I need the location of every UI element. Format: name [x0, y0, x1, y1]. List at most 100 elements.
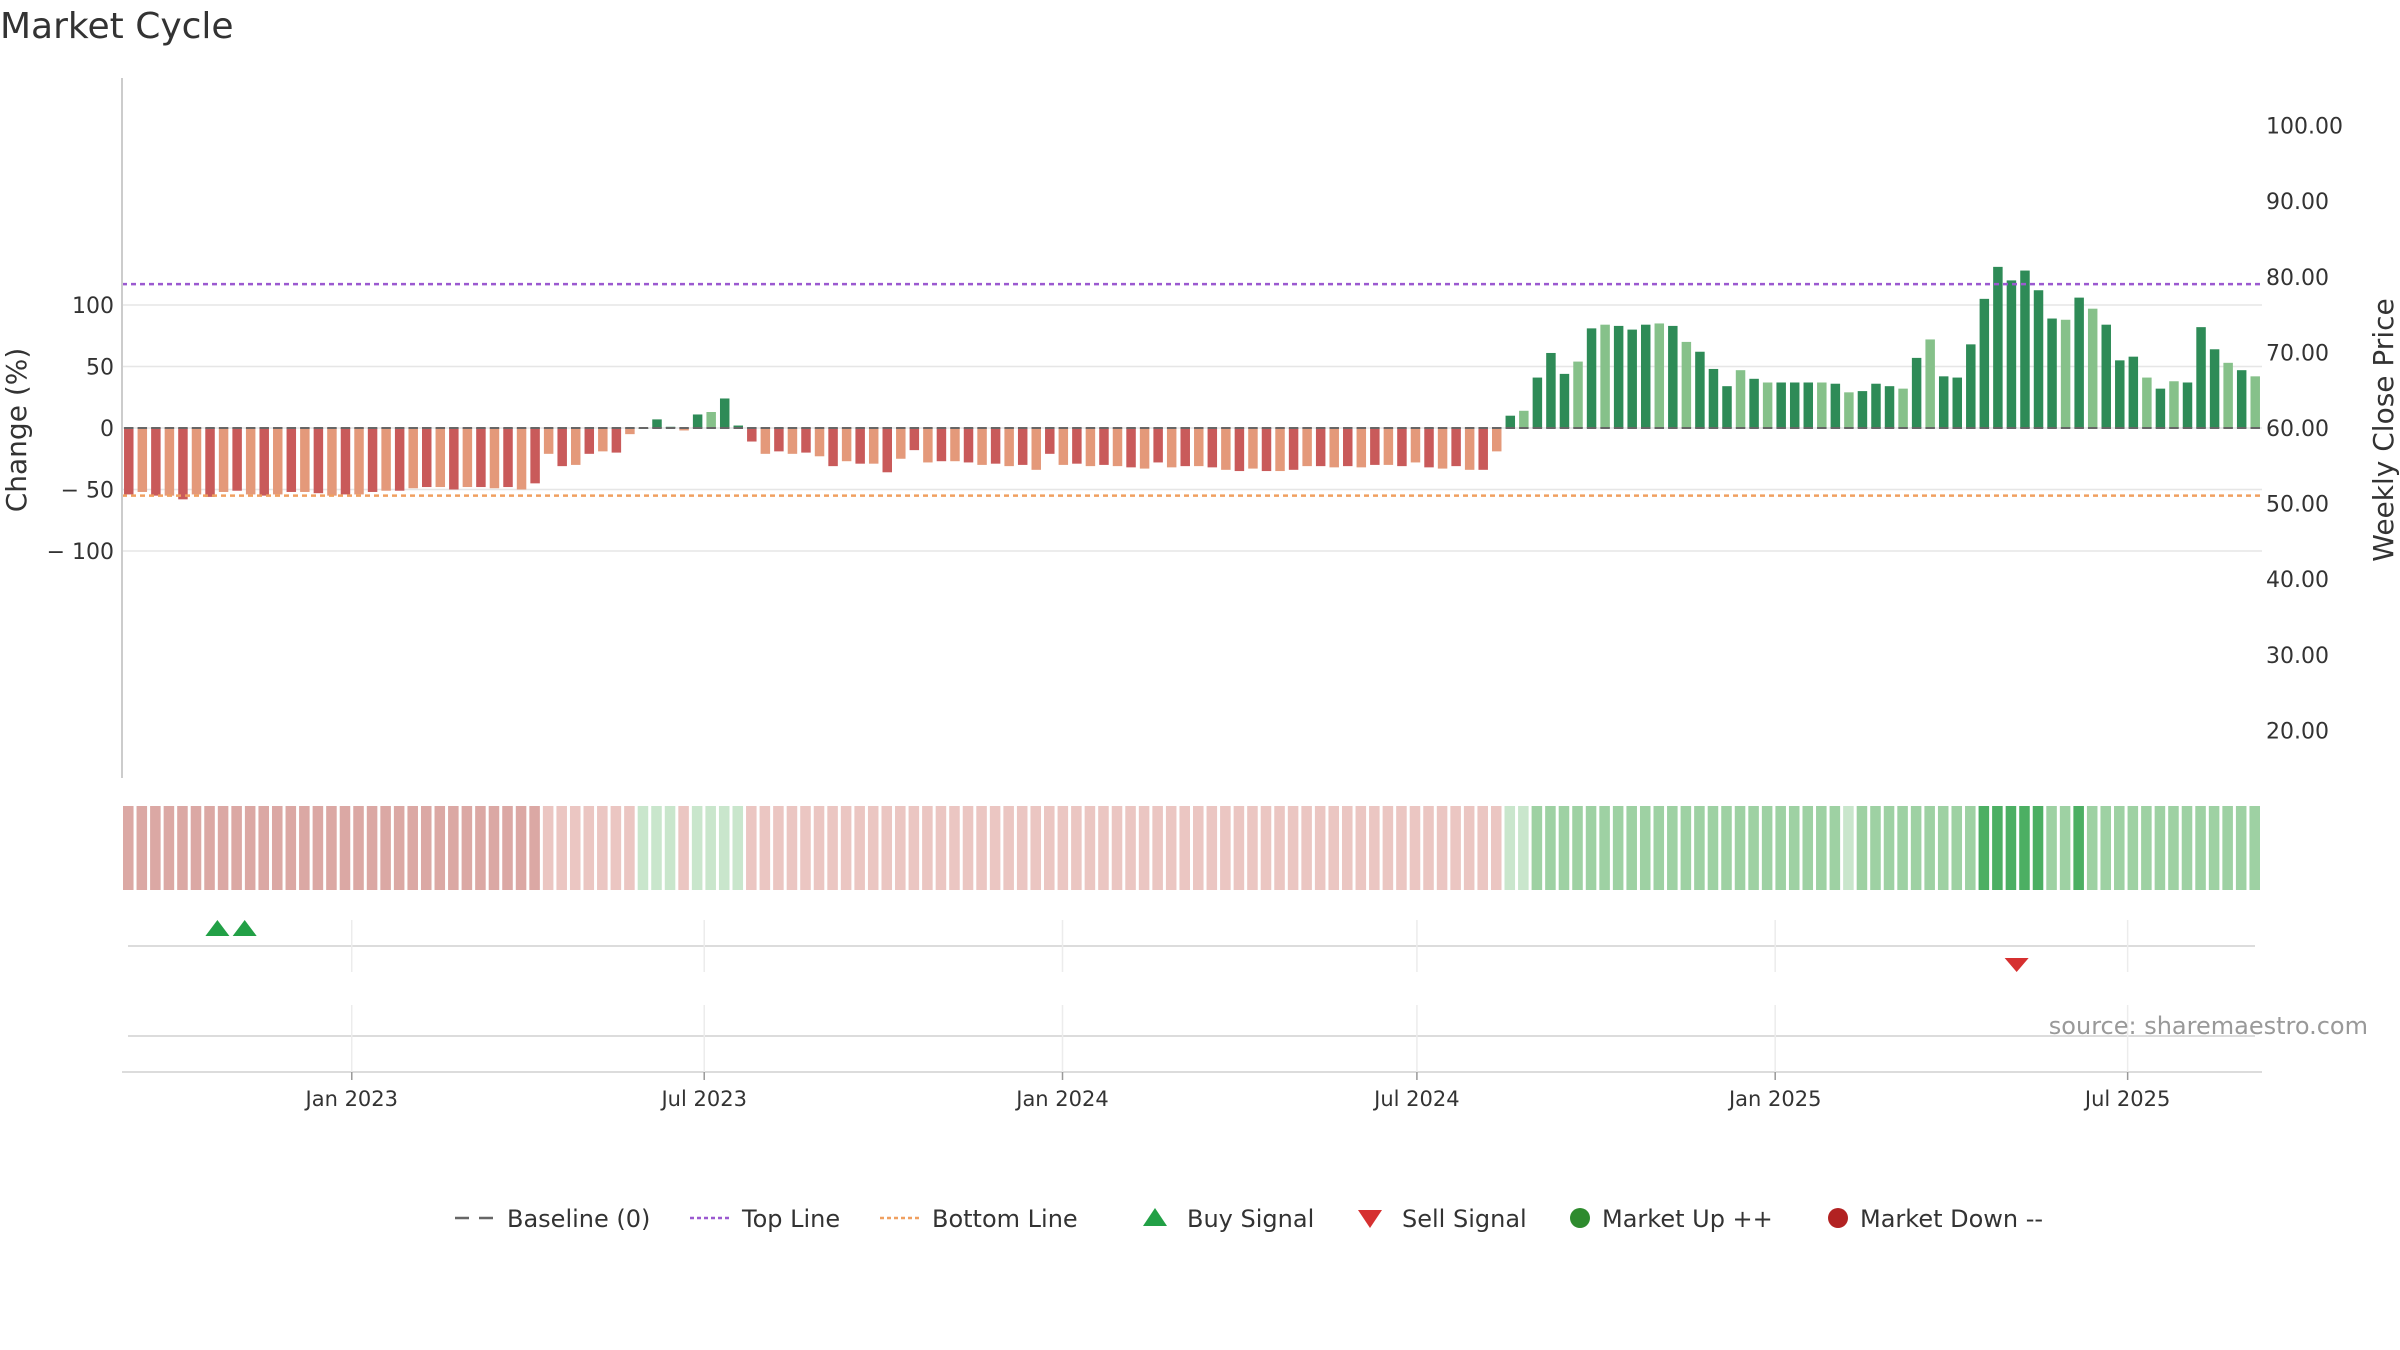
bar — [747, 428, 757, 442]
bar — [1681, 341, 1692, 428]
heat-cell — [1883, 806, 1895, 890]
heat-cell — [1450, 806, 1461, 890]
bar — [611, 428, 622, 453]
legend: Baseline (0) Top Line Bottom Line Buy Signa… — [455, 1205, 2043, 1233]
bar — [435, 428, 446, 488]
bar — [191, 428, 202, 495]
heat-cell — [231, 806, 242, 890]
heat-cell — [1016, 806, 1028, 890]
heat-cell — [759, 806, 771, 890]
bar — [868, 428, 879, 464]
legend-swatch-down — [1828, 1208, 1848, 1228]
bar — [719, 398, 730, 428]
heat-cell — [150, 806, 161, 890]
bar — [787, 428, 798, 454]
heat-cell — [1314, 806, 1326, 890]
heat-cell — [123, 806, 134, 890]
bar — [178, 428, 188, 500]
bar — [1248, 428, 1258, 469]
legend-swatch-buy — [1143, 1208, 1167, 1226]
bar — [245, 428, 256, 495]
bar — [2033, 290, 2044, 428]
heat-cell — [1098, 806, 1109, 890]
bar — [232, 428, 242, 491]
heat-cell — [1626, 806, 1637, 890]
heat-cell — [773, 806, 784, 890]
heat-cell — [746, 806, 757, 890]
heat-cell — [949, 806, 960, 890]
heat-cell — [664, 806, 676, 890]
chart-title: Market Cycle — [0, 6, 234, 47]
heat-cell — [1992, 806, 2003, 890]
bar — [367, 428, 378, 492]
bar — [124, 428, 134, 495]
x-tick-label: Jan 2024 — [1014, 1087, 1109, 1111]
y2-tick-label: 100.00 — [2266, 115, 2343, 140]
bar — [1234, 428, 1245, 472]
heat-cell — [1301, 806, 1312, 890]
bar — [950, 428, 960, 462]
bar — [1356, 428, 1367, 468]
bar — [313, 428, 324, 494]
bar — [733, 425, 744, 428]
heat-cell — [597, 806, 608, 890]
heat-cell — [1423, 806, 1434, 890]
heat-cell — [1504, 806, 1516, 890]
heat-cell — [610, 806, 622, 890]
bar — [1938, 376, 1949, 428]
heat-cell — [1748, 806, 1759, 890]
heat-cell — [2222, 806, 2233, 890]
bar — [990, 428, 1001, 464]
bar — [1410, 428, 1421, 463]
legend-item-up: Market Up ++ — [1570, 1205, 1773, 1233]
heat-cell — [1193, 806, 1204, 890]
heat-cell — [529, 806, 540, 890]
heat-cell — [2086, 806, 2098, 890]
heat-cell — [1341, 806, 1353, 890]
bar — [1451, 428, 1461, 467]
heat-cell — [691, 806, 703, 890]
heat-cell — [2141, 806, 2152, 890]
legend-item-sell: Sell Signal — [1358, 1205, 1527, 1233]
bar — [354, 428, 364, 495]
bar — [273, 428, 283, 495]
heat-cell — [935, 806, 947, 890]
heat-cell — [1829, 806, 1841, 890]
heat-cell — [1111, 806, 1123, 890]
heat-cell — [2127, 806, 2139, 890]
heat-cell — [1531, 806, 1543, 890]
bar — [2236, 370, 2247, 428]
bar — [706, 412, 716, 428]
bar — [2087, 308, 2098, 428]
bar — [2074, 297, 2084, 428]
bar — [963, 428, 974, 463]
legend-item-baseline: Baseline (0) — [455, 1205, 650, 1233]
heat-cell — [1287, 806, 1299, 890]
bar — [1343, 428, 1353, 467]
y2-axis-title: Weekly Close Price — [2367, 298, 2400, 561]
heat-cell — [854, 806, 865, 890]
legend-label: Baseline (0) — [507, 1205, 650, 1233]
heat-cell — [1680, 806, 1692, 890]
bar — [1099, 428, 1109, 465]
legend-item-down: Market Down -- — [1828, 1205, 2043, 1233]
legend-label: Sell Signal — [1402, 1205, 1527, 1233]
heat-cell — [136, 806, 148, 890]
bar — [896, 428, 906, 459]
heat-cell — [461, 806, 473, 890]
heat-cell — [1057, 806, 1069, 890]
heat-cell — [895, 806, 906, 890]
heat-cell — [1152, 806, 1163, 890]
bar — [1722, 386, 1732, 428]
heat-cell — [732, 806, 744, 890]
bar — [936, 428, 947, 462]
bar — [1640, 324, 1651, 428]
bar — [543, 428, 554, 454]
x-tick-label: Jul 2023 — [659, 1087, 746, 1111]
bar — [1194, 428, 1204, 467]
bar — [1532, 377, 1543, 428]
bar — [1613, 325, 1624, 428]
bar — [300, 428, 310, 492]
bar — [977, 428, 987, 465]
heat-cell — [881, 806, 893, 890]
